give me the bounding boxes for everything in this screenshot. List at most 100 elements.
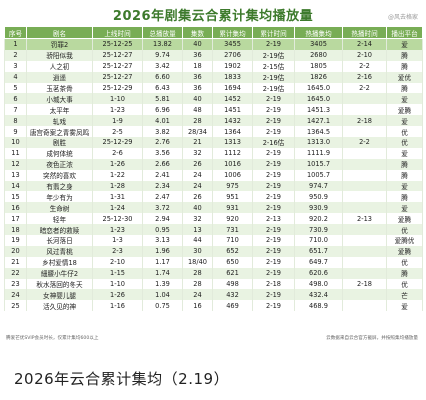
episodes-cell: 30 (182, 245, 213, 257)
peak-date-cell (342, 224, 387, 236)
title-cell: 細腰小牛仔2 (26, 267, 93, 279)
column-header-peak-avg: 热播集均 (294, 26, 343, 39)
peak-date-cell (342, 147, 387, 159)
cumulative-date-cell: 2-19 (252, 235, 295, 246)
episodes-cell: 48 (182, 104, 213, 116)
peak-avg-cell: 1805 (294, 60, 343, 72)
platform-cell: 爱腾 (386, 104, 423, 116)
title-cell: 罚罪2 (26, 38, 93, 50)
release-cell: 1-28 (92, 180, 143, 192)
cumulative-avg-cell: 931 (212, 202, 253, 214)
cumulative-avg-cell: 1006 (212, 169, 253, 181)
episodes-cell: 32 (182, 213, 213, 225)
table-header-row: 序号 剧名 上线时间 总播放量 集数 累计集均 累计时间 热播集均 热播时间 播… (4, 26, 423, 39)
cumulative-date-cell: 2-19 (252, 115, 295, 127)
episodes-cell: 36 (182, 49, 213, 61)
title-cell: 乡村爱情18 (26, 256, 93, 268)
platform-cell: 爱 (386, 93, 423, 105)
platform-cell: 爱 (386, 202, 423, 214)
cumulative-date-cell: 2-19 (252, 267, 295, 279)
rank-cell: 13 (4, 169, 27, 181)
episodes-cell: 28 (182, 115, 213, 127)
platform-cell: 爱 (386, 38, 423, 50)
cumulative-avg-cell: 621 (212, 267, 253, 279)
peak-avg-cell: 1015.7 (294, 158, 343, 170)
title-cell: 女神婴儿腿 (26, 289, 93, 301)
cumulative-date-cell: 2-19 (252, 300, 295, 312)
peak-avg-cell: 432.4 (294, 289, 343, 301)
cumulative-date-cell: 2-19 (252, 158, 295, 170)
cumulative-date-cell: 2-19 (252, 180, 295, 192)
platform-cell: 优 (386, 137, 423, 148)
release-cell: 25-12-27 (92, 49, 143, 61)
rank-cell: 15 (4, 191, 27, 203)
title-cell: 轻年 (26, 213, 93, 225)
platform-cell: 腾 (386, 49, 423, 61)
title-cell: 夜色正浓 (26, 158, 93, 170)
rank-cell: 18 (4, 224, 27, 236)
platform-cell: 优 (386, 256, 423, 268)
release-cell: 2-10 (92, 256, 143, 268)
cumulative-date-cell: 2-18 (252, 278, 295, 290)
platform-cell: 腾 (386, 191, 423, 203)
title-cell: 逍遥 (26, 71, 93, 83)
footer-note-left: 腾爱芒优SVIP会员时长，仅累计集均600以上 (6, 336, 99, 341)
rank-cell: 14 (4, 180, 27, 192)
table-row: 21 乡村爱情18 2-10 1.17 18/40 650 2-19 649.7 优 (4, 256, 423, 268)
cumulative-avg-cell: 1016 (212, 158, 253, 170)
episodes-cell: 28 (182, 278, 213, 290)
cumulative-date-cell: 2-19 (252, 38, 295, 50)
peak-date-cell: 2-2 (342, 137, 387, 148)
release-cell: 2-6 (92, 147, 143, 159)
rank-cell: 21 (4, 256, 27, 268)
rank-cell: 12 (4, 158, 27, 170)
total-views-cell: 3.72 (142, 202, 183, 214)
total-views-cell: 6.43 (142, 82, 183, 94)
release-cell: 25-12-30 (92, 213, 143, 225)
cumulative-avg-cell: 2706 (212, 49, 253, 61)
title-cell: 玉茗茶骨 (26, 82, 93, 94)
column-header-total-views: 总播放量 (142, 26, 183, 39)
cumulative-date-cell: 2-19估 (252, 71, 295, 83)
title-cell: 长河落日 (26, 235, 93, 246)
total-views-cell: 5.81 (142, 93, 183, 105)
cumulative-avg-cell: 1432 (212, 115, 253, 127)
peak-avg-cell: 649.7 (294, 256, 343, 268)
peak-date-cell: 2-14 (342, 38, 387, 50)
cumulative-date-cell: 2-19 (252, 191, 295, 203)
cumulative-date-cell: 2-19 (252, 289, 295, 301)
episodes-cell: 28/34 (182, 126, 213, 138)
table-row: 2 骄阳似我 25-12-27 9.74 36 2706 2-19估 2680 2-10 腾 (4, 49, 423, 61)
peak-date-cell: 2-13 (342, 213, 387, 225)
peak-avg-cell: 1005.7 (294, 169, 343, 181)
platform-cell: 爱 (386, 115, 423, 127)
rank-cell: 11 (4, 147, 27, 159)
release-cell: 25-12-27 (92, 71, 143, 83)
peak-avg-cell: 3405 (294, 38, 343, 50)
cumulative-date-cell: 2-19 (252, 147, 295, 159)
peak-date-cell (342, 235, 387, 246)
column-header-cumulative-avg: 累计集均 (212, 26, 253, 39)
total-views-cell: 13.82 (142, 38, 183, 50)
table-row: 20 风过青桃 2-3 1.96 30 652 2-19 651.7 爱腾 (4, 245, 423, 257)
episodes-cell: 40 (182, 202, 213, 214)
cumulative-avg-cell: 498 (212, 278, 253, 290)
release-cell: 1-26 (92, 289, 143, 301)
cumulative-avg-cell: 951 (212, 191, 253, 203)
episodes-cell: 44 (182, 235, 213, 246)
table-row: 24 女神婴儿腿 1-26 1.04 24 432 2-19 432.4 芒 (4, 289, 423, 301)
peak-date-cell: 2-10 (342, 49, 387, 61)
release-cell: 1-31 (92, 191, 143, 203)
peak-avg-cell: 1451.3 (294, 104, 343, 116)
column-header-peak-date: 热播时间 (342, 26, 387, 39)
peak-avg-cell: 1645.0 (294, 82, 343, 94)
peak-avg-cell: 2680 (294, 49, 343, 61)
peak-avg-cell: 950.9 (294, 191, 343, 203)
rank-cell: 2 (4, 49, 27, 61)
release-cell: 1-26 (92, 158, 143, 170)
title-cell: 轧戏 (26, 115, 93, 127)
rank-cell: 6 (4, 93, 27, 105)
peak-avg-cell: 930.9 (294, 202, 343, 214)
peak-avg-cell: 730.9 (294, 224, 343, 236)
peak-date-cell: 2-18 (342, 278, 387, 290)
